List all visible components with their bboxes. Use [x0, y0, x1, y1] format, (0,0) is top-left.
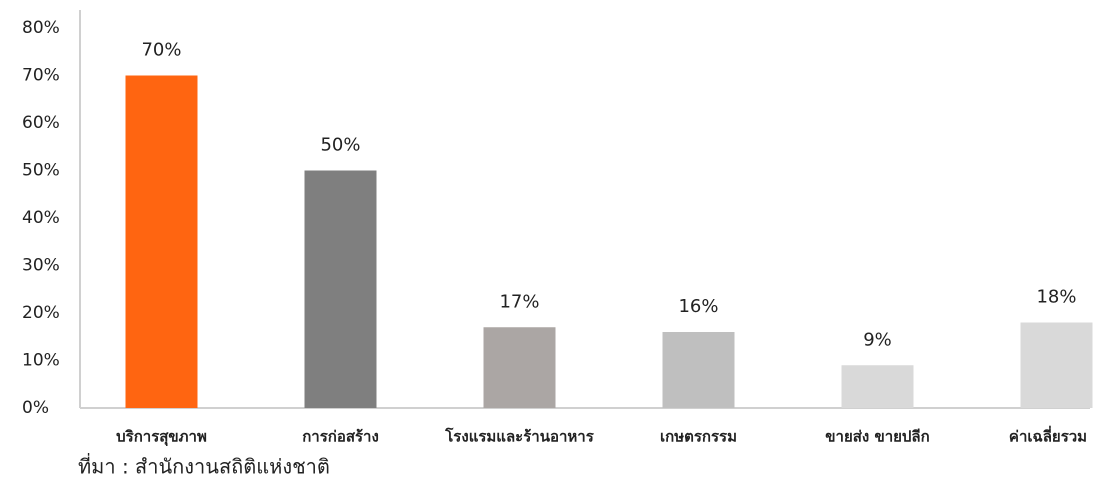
y-tick-label: 10%: [22, 351, 60, 371]
x-tick-label: ขายส่ง ขายปลีก: [825, 428, 929, 446]
bar: [662, 332, 735, 408]
y-tick-label: 50%: [22, 161, 60, 181]
bar: [483, 327, 556, 408]
y-tick-label: 30%: [22, 256, 60, 276]
y-tick-label: 0%: [22, 398, 49, 418]
y-tick-label: 20%: [22, 303, 60, 323]
data-label: 70%: [141, 40, 181, 61]
y-tick-label: 60%: [22, 113, 60, 133]
bar: [125, 75, 198, 408]
bar: [1020, 322, 1093, 408]
x-tick-label: โรงแรมและร้านอาหาร: [444, 427, 594, 446]
bar: [304, 170, 377, 408]
y-tick-label: 70%: [22, 66, 60, 86]
y-tick-label: 80%: [22, 18, 60, 38]
x-tick-label: บริการสุขภาพ: [116, 428, 207, 447]
x-tick-label: เกษตรกรรม: [660, 428, 737, 446]
data-label: 16%: [678, 296, 718, 317]
data-label: 17%: [499, 291, 539, 312]
source-note: ที่มา : สำนักงานสถิติแห่งชาติ: [78, 453, 330, 479]
y-tick-label: 40%: [22, 208, 60, 228]
data-label: 18%: [1036, 287, 1076, 308]
bar: [841, 365, 914, 408]
data-label: 50%: [320, 135, 360, 156]
x-tick-label: การก่อสร้าง: [302, 428, 379, 446]
x-tick-label: ค่าเฉลี่ยรวม: [1009, 426, 1087, 446]
data-label: 9%: [863, 329, 892, 350]
